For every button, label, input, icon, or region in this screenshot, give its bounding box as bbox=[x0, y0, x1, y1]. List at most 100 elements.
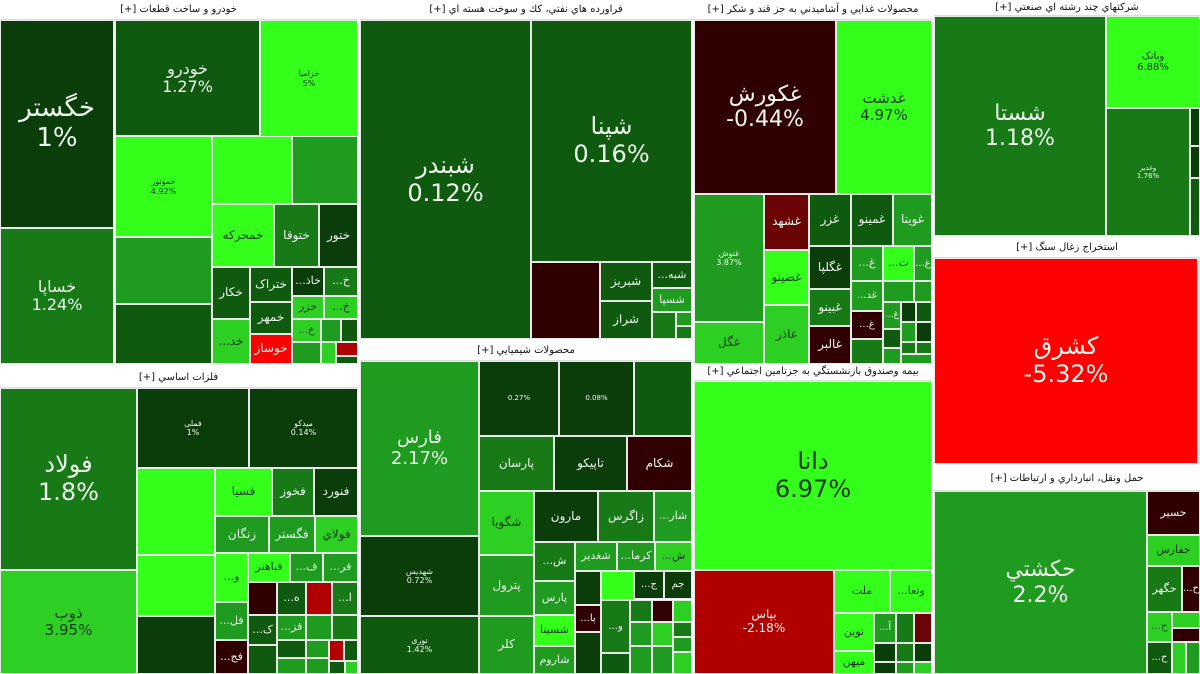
stock-tile-unlabeled[interactable] bbox=[896, 613, 914, 643]
stock-tile[interactable]: شهدیس 0.72% bbox=[360, 536, 479, 616]
stock-tile-unlabeled[interactable] bbox=[306, 640, 329, 658]
stock-tile[interactable]: فخوز bbox=[272, 468, 314, 516]
stock-tile-unlabeled[interactable] bbox=[306, 615, 332, 640]
stock-tile[interactable]: میدکو 0.14% bbox=[249, 388, 358, 468]
stock-tile-unlabeled[interactable] bbox=[248, 582, 277, 615]
stock-tile-unlabeled[interactable] bbox=[575, 632, 601, 674]
stock-tile[interactable]: خگستر 1% bbox=[0, 20, 114, 228]
stock-tile[interactable]: فباهنر bbox=[248, 553, 290, 582]
stock-tile[interactable]: آ... bbox=[874, 613, 896, 643]
stock-tile-unlabeled[interactable] bbox=[883, 329, 901, 348]
stock-tile[interactable]: حفارس bbox=[1147, 535, 1200, 566]
stock-tile[interactable]: فز... bbox=[277, 615, 306, 640]
stock-tile-unlabeled[interactable] bbox=[137, 468, 215, 555]
stock-tile[interactable]: شبندر 0.12% bbox=[360, 20, 531, 339]
stock-tile-unlabeled[interactable] bbox=[212, 136, 292, 204]
stock-tile-unlabeled[interactable] bbox=[321, 319, 341, 342]
stock-tile-unlabeled[interactable] bbox=[344, 640, 358, 661]
stock-tile[interactable]: خ... bbox=[292, 319, 321, 342]
stock-tile[interactable]: ح... bbox=[1147, 642, 1172, 674]
stock-tile-unlabeled[interactable] bbox=[137, 616, 215, 674]
stock-tile[interactable]: حگهر bbox=[1147, 566, 1182, 612]
stock-tile-unlabeled[interactable] bbox=[896, 643, 914, 662]
stock-tile[interactable]: وبانک 6.88% bbox=[1106, 16, 1200, 108]
stock-tile[interactable]: غزر bbox=[809, 194, 851, 246]
sector-header-food[interactable]: محصولات غذايي و آشاميدني به جز قند و شكر… bbox=[694, 0, 932, 20]
stock-tile-unlabeled[interactable] bbox=[673, 600, 692, 622]
stock-tile-unlabeled[interactable] bbox=[1190, 146, 1200, 178]
stock-tile[interactable]: ختور bbox=[319, 204, 358, 267]
stock-tile-unlabeled[interactable] bbox=[1186, 642, 1200, 674]
stock-tile-unlabeled[interactable] bbox=[329, 661, 345, 674]
stock-tile-unlabeled[interactable] bbox=[345, 661, 358, 674]
stock-tile[interactable]: پارسان bbox=[479, 436, 554, 491]
stock-tile[interactable]: بپاس -2.18% bbox=[694, 570, 834, 674]
stock-tile[interactable]: خد... bbox=[212, 319, 250, 364]
stock-tile-unlabeled[interactable] bbox=[630, 600, 652, 622]
stock-tile[interactable]: غ... bbox=[883, 302, 901, 329]
stock-tile-unlabeled[interactable] bbox=[332, 615, 358, 640]
stock-tile[interactable]: ه... bbox=[277, 582, 306, 615]
stock-tile-unlabeled[interactable] bbox=[336, 356, 358, 364]
stock-tile-unlabeled[interactable] bbox=[652, 312, 676, 339]
stock-tile[interactable]: ج... bbox=[634, 571, 664, 599]
stock-tile-unlabeled[interactable] bbox=[575, 571, 601, 605]
stock-tile[interactable]: ختراک bbox=[250, 267, 292, 302]
stock-tile[interactable]: کشرق -5.32% bbox=[934, 258, 1198, 464]
stock-tile[interactable]: فنورد bbox=[314, 468, 358, 516]
stock-tile[interactable]: شپنا 0.16% bbox=[531, 20, 692, 262]
stock-tile[interactable]: فولاي bbox=[315, 516, 358, 553]
stock-tile-unlabeled[interactable] bbox=[914, 662, 932, 674]
stock-tile[interactable]: و... bbox=[601, 600, 630, 653]
stock-tile[interactable]: زنگان bbox=[215, 516, 269, 553]
stock-tile-unlabeled[interactable] bbox=[277, 640, 306, 658]
sector-header-coal[interactable]: استخراج زغال سنگ [+] bbox=[934, 237, 1200, 258]
stock-tile-unlabeled[interactable] bbox=[874, 643, 896, 662]
sector-header-chem[interactable]: محصولات شيميايي [+] bbox=[360, 341, 692, 361]
stock-tile[interactable]: فل... bbox=[215, 602, 248, 640]
stock-tile-unlabeled[interactable] bbox=[1190, 178, 1200, 236]
stock-tile[interactable]: غبینو bbox=[809, 289, 851, 326]
stock-tile[interactable]: شاروم bbox=[534, 646, 575, 674]
stock-tile[interactable]: غاذر bbox=[764, 305, 809, 364]
stock-tile-unlabeled[interactable] bbox=[341, 319, 358, 342]
stock-tile-unlabeled[interactable] bbox=[292, 136, 358, 204]
stock-tile-unlabeled[interactable] bbox=[673, 652, 692, 674]
stock-tile[interactable]: ش... bbox=[534, 542, 575, 581]
stock-tile[interactable]: شسپا bbox=[652, 288, 692, 312]
stock-tile[interactable]: 0.08% bbox=[559, 361, 634, 436]
stock-tile[interactable]: خ... bbox=[324, 267, 358, 296]
stock-tile-unlabeled[interactable] bbox=[914, 281, 932, 302]
stock-tile-unlabeled[interactable] bbox=[901, 302, 916, 322]
stock-tile[interactable]: دانا 6.97% bbox=[694, 381, 932, 570]
stock-tile-unlabeled[interactable] bbox=[601, 653, 630, 674]
stock-tile[interactable]: فر... bbox=[323, 553, 358, 582]
stock-tile-unlabeled[interactable] bbox=[630, 622, 652, 646]
stock-tile[interactable]: خودرو 1.27% bbox=[115, 20, 260, 136]
stock-tile[interactable]: غصینو bbox=[764, 250, 809, 305]
stock-tile-unlabeled[interactable] bbox=[115, 237, 212, 304]
stock-tile-unlabeled[interactable] bbox=[883, 348, 901, 364]
stock-tile-unlabeled[interactable] bbox=[673, 637, 692, 652]
stock-tile[interactable]: خکار bbox=[212, 267, 250, 319]
stock-tile[interactable]: شگویا bbox=[479, 491, 534, 555]
stock-tile[interactable]: و... bbox=[215, 553, 248, 602]
stock-tile[interactable]: فگستر bbox=[269, 516, 315, 553]
stock-tile[interactable]: ذوب 3.95% bbox=[0, 570, 137, 674]
stock-tile[interactable]: غگل bbox=[694, 322, 764, 364]
stock-tile-unlabeled[interactable] bbox=[306, 582, 332, 615]
stock-tile[interactable]: شکام bbox=[627, 436, 692, 491]
stock-tile[interactable]: پترول bbox=[479, 555, 534, 616]
stock-tile[interactable]: شار... bbox=[654, 491, 692, 542]
stock-tile-unlabeled[interactable] bbox=[901, 322, 916, 342]
stock-tile-unlabeled[interactable] bbox=[1172, 628, 1200, 642]
stock-tile[interactable]: ح... bbox=[1182, 566, 1200, 612]
stock-tile-unlabeled[interactable] bbox=[321, 342, 336, 364]
stock-tile-unlabeled[interactable] bbox=[1190, 108, 1200, 146]
stock-tile[interactable]: کرما... bbox=[617, 542, 655, 571]
stock-tile[interactable]: خ... bbox=[324, 296, 358, 319]
stock-tile-unlabeled[interactable] bbox=[901, 354, 932, 364]
stock-tile[interactable]: خمحرکه bbox=[212, 204, 274, 267]
stock-tile[interactable]: فارس 2.17% bbox=[360, 361, 479, 536]
stock-tile-unlabeled[interactable] bbox=[916, 322, 932, 342]
